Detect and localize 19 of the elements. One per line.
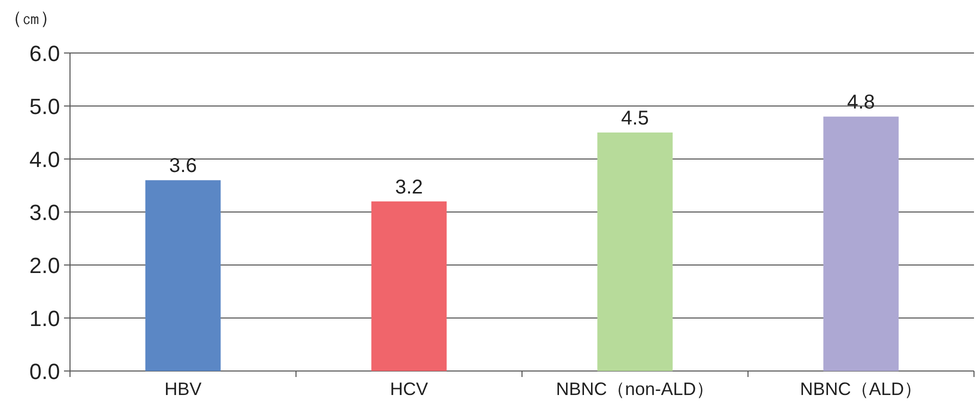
data-label: 4.5 <box>621 108 649 130</box>
y-tick-label: 5.0 <box>29 94 60 119</box>
x-tick-label: HCV <box>390 379 428 399</box>
x-tick-label: HBV <box>164 379 202 399</box>
y-tick-label: 2.0 <box>29 253 60 278</box>
y-tick-label: 3.0 <box>29 200 60 225</box>
y-tick-label: 1.0 <box>29 306 60 331</box>
bar <box>823 116 899 371</box>
bar <box>145 180 221 371</box>
y-tick-label: 0.0 <box>29 359 60 384</box>
x-tick-label: NBNC（ALD） <box>800 379 922 399</box>
data-label: 3.6 <box>169 155 197 178</box>
x-tick-label: NBNC（non-ALD） <box>556 379 714 399</box>
bar <box>597 132 673 371</box>
y-axis-title: （㎝） <box>4 8 58 28</box>
data-label: 3.2 <box>395 176 423 198</box>
y-tick-label: 6.0 <box>29 41 60 66</box>
bar <box>371 201 447 371</box>
y-tick-label: 4.0 <box>29 147 60 172</box>
